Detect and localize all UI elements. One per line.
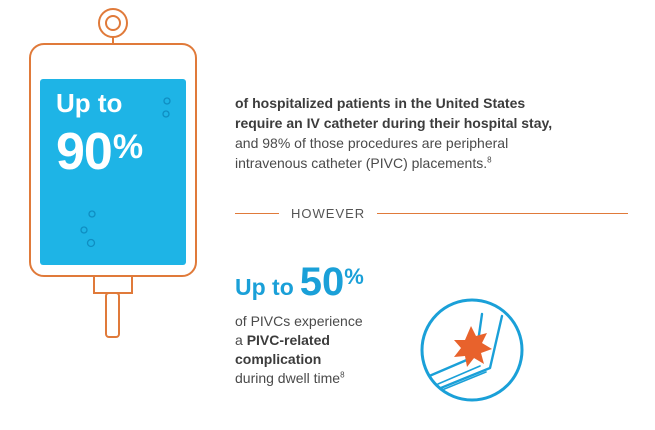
bubble	[163, 97, 171, 105]
intro-bold-line-2: require an IV catheter during their hosp…	[235, 115, 553, 131]
complication-line-4: during dwell time	[235, 370, 341, 386]
complication-stat-value: 50	[299, 260, 345, 304]
iv-bag-icon	[29, 8, 197, 338]
complication-stat-prefix: Up to	[235, 274, 294, 300]
iv-tube	[105, 292, 120, 338]
intro-paragraph: of hospitalized patients in the United S…	[235, 93, 635, 173]
complication-text: of PIVCs experience a PIVC-related compl…	[235, 312, 435, 388]
intro-line-4: intravenous catheter (PIVC) placements.	[235, 155, 488, 171]
complication-line-2-bold: PIVC-related	[246, 332, 330, 348]
bubble	[86, 238, 96, 248]
bubble	[88, 210, 96, 218]
bag-stat-value-wrap: 90%	[56, 123, 143, 181]
complication-reference: 8	[340, 370, 345, 380]
complication-line-2-plain: a	[235, 332, 247, 348]
arm-inner-contour	[424, 314, 504, 396]
divider-line-right	[377, 213, 628, 214]
arm-complication-icon	[420, 298, 524, 402]
bubble	[80, 226, 88, 234]
complication-stat: Up to 50%	[235, 262, 364, 302]
bag-stat-percent: %	[112, 128, 143, 166]
intro-line-3: and 98% of those procedures are peripher…	[235, 135, 509, 151]
bag-stat: Up to 90%	[56, 88, 143, 181]
complication-burst	[454, 326, 492, 367]
bag-stat-prefix: Up to	[56, 88, 123, 118]
bag-fluid	[40, 79, 186, 265]
hanger-ring-inner	[105, 15, 121, 31]
intro-reference: 8	[487, 155, 492, 165]
bag-stat-value: 90	[56, 123, 113, 181]
intro-bold-line-1: of hospitalized patients in the United S…	[235, 95, 526, 111]
however-divider: HOWEVER	[235, 206, 628, 221]
bag-port	[93, 275, 133, 294]
divider-label: HOWEVER	[291, 206, 366, 221]
catheter-line	[437, 365, 481, 385]
complication-line-3-bold: complication	[235, 351, 322, 367]
hanger-ring	[98, 8, 128, 38]
catheter-line-2	[441, 371, 487, 391]
complication-line-1: of PIVCs experience	[235, 313, 363, 329]
complication-stat-percent: %	[344, 264, 364, 289]
divider-line-left	[235, 213, 279, 214]
bubble	[162, 110, 170, 118]
